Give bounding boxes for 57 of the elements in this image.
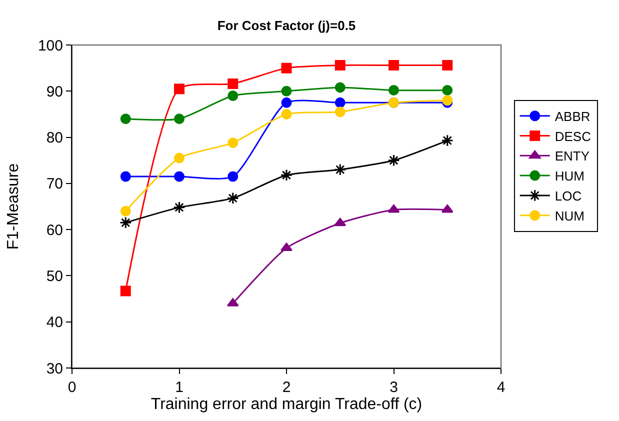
point <box>281 62 292 74</box>
x-tick-label: 3 <box>390 379 398 396</box>
point <box>442 60 453 71</box>
x-tick-label: 1 <box>175 379 184 396</box>
y-tick-label: 60 <box>46 222 63 239</box>
point <box>280 242 292 252</box>
point <box>119 216 132 229</box>
point <box>228 138 238 148</box>
point <box>388 60 399 71</box>
x-tick-label: 2 <box>282 379 291 396</box>
y-tick-label: 80 <box>46 130 63 147</box>
point <box>281 97 292 108</box>
y-tick-label: 30 <box>46 360 63 378</box>
point <box>281 86 292 96</box>
legend-label: NUM <box>554 208 584 224</box>
chart-title: For Cost Factor (j)=0.5 <box>217 18 356 34</box>
point <box>441 204 454 213</box>
point <box>442 84 453 96</box>
legend-label: HUM <box>554 168 584 184</box>
point <box>334 106 346 118</box>
y-tick-label: 50 <box>46 268 63 285</box>
point <box>174 152 184 164</box>
y-axis-title: F1-Measure <box>4 163 22 250</box>
point <box>174 114 184 124</box>
point <box>388 84 399 96</box>
point <box>281 108 292 120</box>
point <box>120 286 131 296</box>
point <box>334 82 346 93</box>
y-tick-label: 100 <box>38 37 63 54</box>
point <box>173 201 186 214</box>
point <box>228 78 238 90</box>
legend-label: ABBR <box>554 108 590 124</box>
point <box>228 90 238 102</box>
point <box>334 218 346 226</box>
point <box>334 60 346 71</box>
point <box>174 84 184 94</box>
point <box>226 192 240 204</box>
point <box>174 171 184 182</box>
point <box>441 134 454 147</box>
point <box>228 171 238 182</box>
point <box>388 204 400 213</box>
legend-label: ENTY <box>554 148 590 164</box>
y-tick-label: 70 <box>46 176 63 193</box>
point <box>120 206 131 216</box>
point <box>280 168 293 182</box>
point <box>334 163 346 176</box>
legend-label: DESC <box>554 128 591 144</box>
y-tick-label: 90 <box>46 83 63 100</box>
x-tick-label: 4 <box>496 379 506 396</box>
point <box>120 114 131 124</box>
point <box>120 171 131 182</box>
point <box>334 97 346 108</box>
x-tick-label: 0 <box>68 379 76 396</box>
point <box>388 154 400 167</box>
x-axis-title: Training error and margin Trade-off (c) <box>150 396 422 413</box>
y-tick-label: 40 <box>46 314 63 332</box>
legend-label: LOC <box>554 188 582 204</box>
